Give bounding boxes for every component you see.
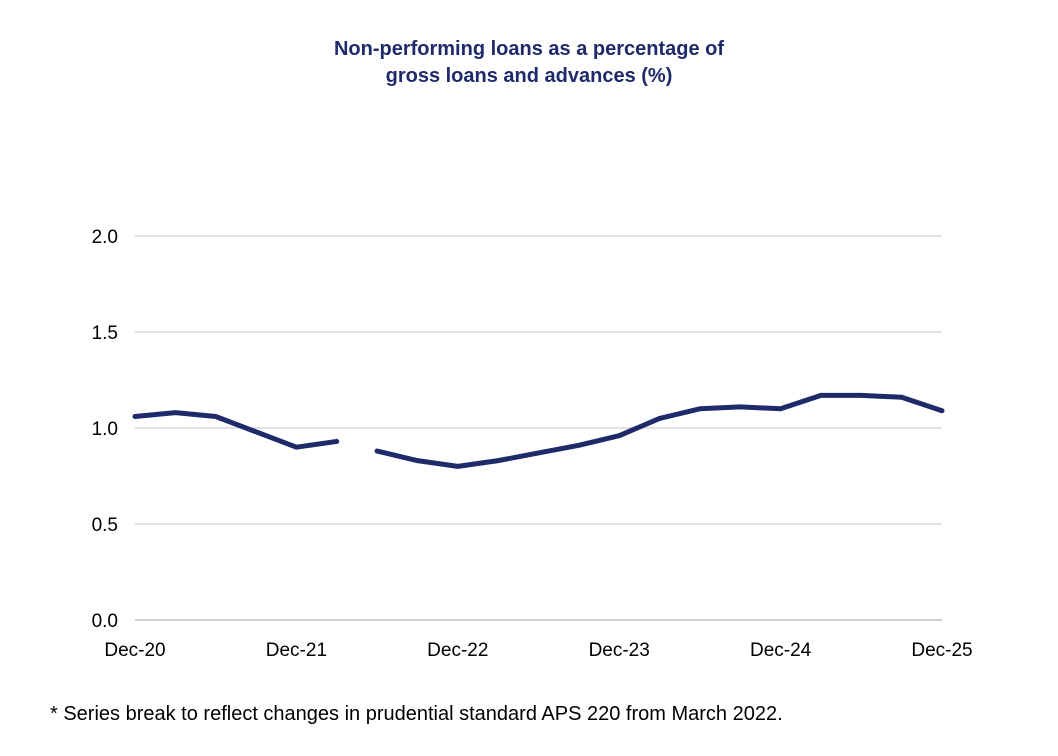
chart-title-line2: gross loans and advances (%) (385, 65, 673, 87)
footnote: * Series break to reflect changes in pru… (50, 703, 783, 725)
x-tick-label: Dec-23 (589, 640, 650, 661)
x-tick-label: Dec-22 (427, 640, 488, 661)
x-tick-label: Dec-24 (750, 640, 812, 661)
y-tick-label: 0.5 (92, 515, 118, 536)
y-tick-label: 1.5 (92, 323, 118, 344)
series-line-segment-1 (132, 410, 340, 450)
chart-title-line1: Non-performing loans as a percentage of (333, 38, 725, 60)
x-tick-label: Dec-21 (266, 640, 327, 661)
series-line-segment-2 (374, 392, 945, 469)
y-tick-label: 2.0 (92, 227, 118, 248)
x-tick-label: Dec-25 (911, 640, 972, 661)
x-tick-label: Dec-20 (104, 640, 165, 661)
y-tick-label: 0.0 (92, 611, 118, 632)
chart-title: Non-performing loans as a percentage of … (0, 36, 1058, 90)
y-tick-label: 1.0 (92, 419, 118, 440)
